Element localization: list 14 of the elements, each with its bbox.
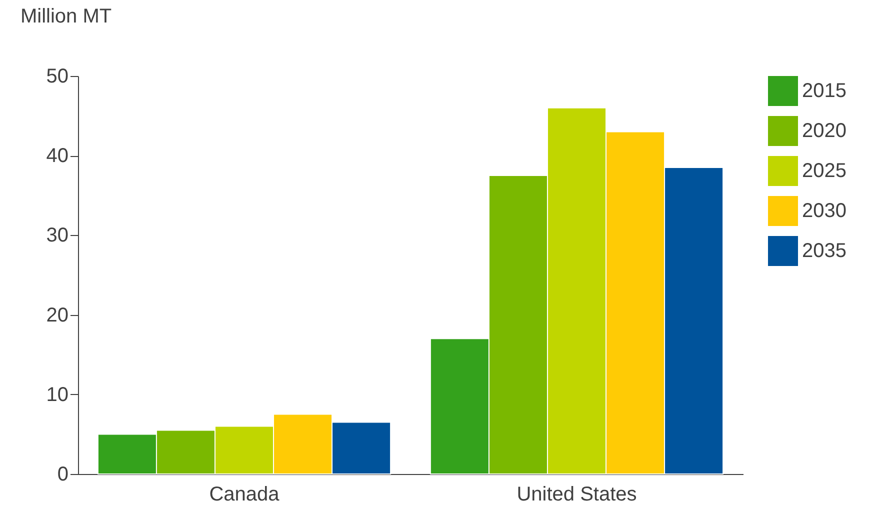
x-tick-label: United States [516, 484, 637, 506]
y-tick-label: 20 [46, 304, 68, 326]
legend-label: 2035 [802, 240, 846, 262]
y-tick-label: 50 [46, 66, 68, 88]
legend-label: 2015 [802, 80, 846, 102]
y-axis-title: Million MT [20, 6, 112, 28]
y-tick-label: 30 [46, 224, 68, 247]
y-tick-label: 40 [46, 145, 68, 168]
legend-label: 2025 [802, 160, 846, 182]
legend-label: 2030 [802, 200, 846, 222]
y-tick-label: 0 [57, 464, 68, 486]
legend-label: 2020 [802, 120, 846, 142]
x-tick-label: Canada [209, 484, 280, 506]
y-tick-label: 10 [46, 384, 68, 406]
